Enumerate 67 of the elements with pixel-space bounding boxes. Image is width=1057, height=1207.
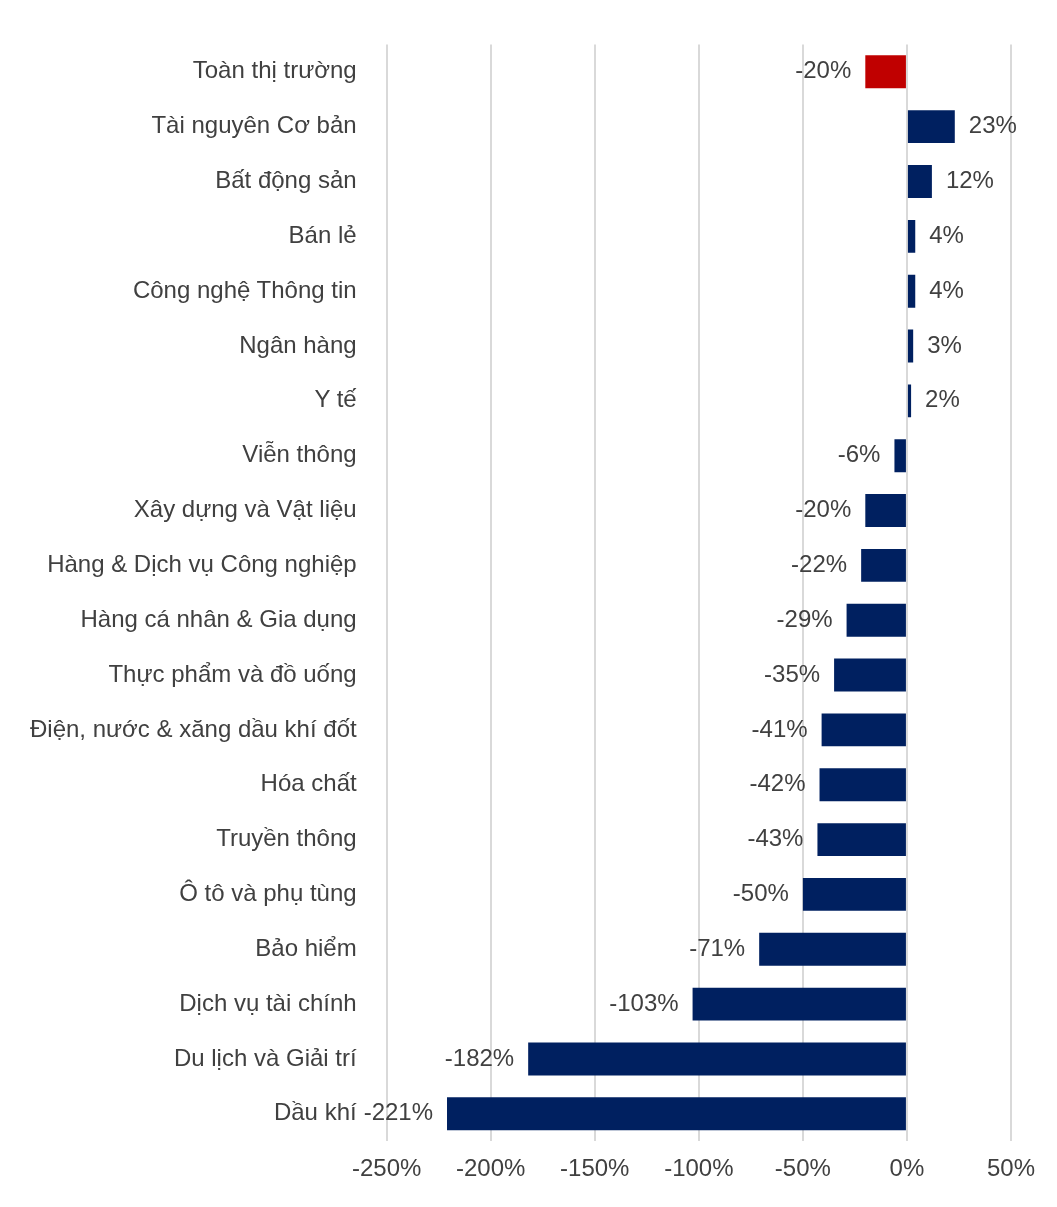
bar (846, 603, 906, 637)
x-tick-label: 50% (986, 1154, 1036, 1182)
bar (528, 1042, 906, 1076)
data-label: 12% (945, 166, 994, 194)
bar (865, 494, 906, 527)
bar (817, 823, 906, 857)
y-tick-label: Hàng & Dịch vụ Công nghiệp (47, 550, 357, 578)
data-label: 2% (925, 385, 960, 413)
bar (819, 768, 906, 802)
data-label: -35% (764, 659, 821, 687)
y-tick-label: Truyền thông (216, 824, 357, 852)
y-tick-label: Viễn thông (242, 440, 357, 468)
bar (821, 713, 906, 747)
data-label: -20% (795, 56, 852, 84)
data-label: -43% (747, 824, 804, 852)
data-label: 23% (968, 111, 1017, 139)
y-tick-label: Y tế (314, 385, 358, 413)
x-tick-label: -150% (560, 1154, 630, 1182)
y-tick-label: Dịch vụ tài chính (179, 988, 357, 1016)
data-label: -6% (837, 440, 881, 468)
y-tick-label: Bất động sản (215, 166, 357, 194)
data-label: -50% (732, 879, 789, 907)
data-label: -42% (749, 769, 806, 797)
bar (907, 219, 916, 253)
y-tick-label: Toàn thị trường (192, 56, 357, 84)
bar (834, 658, 906, 692)
y-tick-label: Điện, nước & xăng dầu khí đốt (29, 714, 357, 742)
bar (865, 55, 906, 89)
data-label: -103% (609, 988, 679, 1016)
y-tick-label: Bán lẻ (288, 220, 357, 248)
bar (692, 987, 906, 1021)
y-tick-label: Ngân hàng (239, 330, 357, 358)
data-label: 3% (927, 330, 962, 358)
bar (447, 1097, 906, 1131)
y-tick-label: Du lịch và Giải trí (173, 1043, 357, 1071)
data-label: 4% (929, 275, 964, 303)
x-tick-label: -250% (351, 1154, 422, 1182)
data-label: -41% (751, 714, 808, 742)
bar (907, 274, 916, 308)
y-tick-label: Công nghệ Thông tin (132, 275, 357, 303)
data-label: -29% (776, 604, 833, 632)
y-tick-label: Bảo hiểm (255, 933, 357, 961)
bar (802, 877, 906, 911)
data-label: -182% (444, 1043, 515, 1071)
y-tick-label: Thực phẩm và đồ uống (108, 659, 357, 687)
bar (861, 548, 906, 582)
bar (907, 165, 932, 198)
y-tick-label: Tài nguyên Cơ bản (151, 111, 357, 139)
y-tick-label: Hàng cá nhân & Gia dụng (80, 604, 357, 632)
data-label: -221% (363, 1098, 434, 1126)
data-label: -71% (689, 933, 746, 961)
data-label: -20% (795, 495, 852, 523)
bar (907, 110, 955, 144)
bar (907, 384, 912, 418)
y-tick-label: Xây dựng và Vật liệu (133, 495, 357, 523)
x-tick-label: 0% (889, 1154, 925, 1182)
y-tick-label: Ô tô và phụ tùng (179, 879, 357, 907)
data-label: 4% (929, 220, 964, 248)
bar (759, 932, 906, 966)
x-tick-label: -200% (456, 1154, 526, 1182)
bar (894, 439, 906, 473)
bar (907, 329, 914, 363)
x-tick-label: -100% (664, 1154, 734, 1182)
x-tick-label: -50% (774, 1154, 831, 1182)
y-tick-label: Hóa chất (260, 769, 357, 797)
data-label: -22% (791, 550, 848, 578)
y-tick-label: Dầu khí (273, 1098, 357, 1126)
